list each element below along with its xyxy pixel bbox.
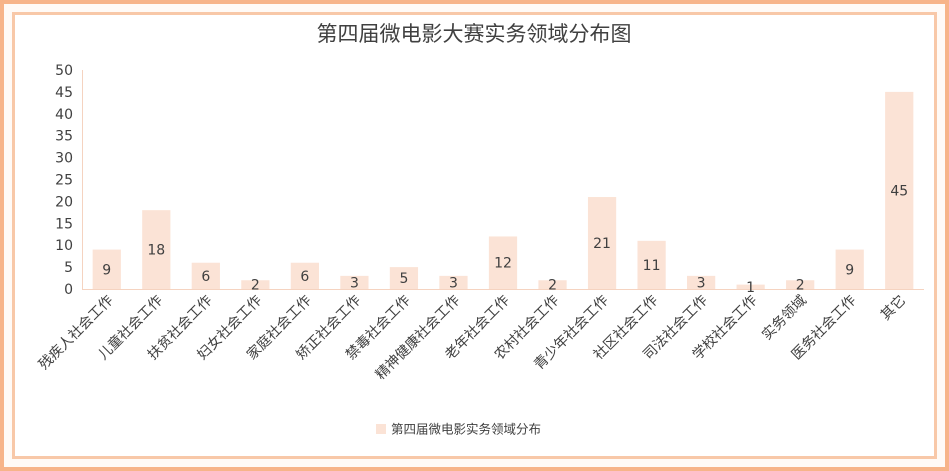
data-label: 45 [890, 183, 908, 199]
data-label: 6 [201, 269, 210, 285]
bar [786, 280, 815, 289]
x-axis-labels: 残疾人社会工作儿童社会工作扶贫社会工作妇女社会工作家庭社会工作矫正社会工作禁毒社… [36, 292, 909, 383]
data-label: 1 [746, 280, 755, 296]
bar [835, 249, 864, 289]
bar [538, 280, 567, 289]
x-tick-label: 实务领域 [759, 293, 810, 344]
y-tick-label: 50 [55, 63, 73, 79]
data-label: 9 [102, 262, 111, 278]
data-label: 5 [399, 271, 408, 287]
data-label: 3 [350, 275, 359, 291]
bar [885, 91, 914, 290]
legend-swatch [376, 424, 386, 434]
data-label: 6 [300, 269, 309, 285]
data-label: 9 [845, 262, 854, 278]
bar [92, 249, 121, 289]
data-label: 11 [643, 258, 661, 274]
bar [736, 284, 765, 289]
y-tick-label: 45 [55, 85, 73, 101]
data-label: 12 [494, 256, 512, 272]
legend-label: 第四届微电影实务领域分布 [391, 422, 541, 437]
y-tick-label: 35 [55, 129, 73, 145]
data-label: 18 [147, 243, 165, 259]
chart-title: 第四届微电影大赛实务领域分布图 [317, 22, 632, 46]
bar [389, 267, 419, 289]
data-label: 3 [697, 275, 706, 291]
data-label: 2 [796, 278, 805, 294]
y-tick-label: 40 [55, 107, 73, 123]
bar [439, 275, 468, 289]
y-tick-label: 5 [64, 260, 73, 276]
bar [340, 275, 369, 289]
data-label: 2 [548, 278, 557, 294]
bar [587, 197, 617, 289]
bar [290, 262, 319, 289]
data-label: 21 [593, 236, 611, 252]
data-label: 2 [251, 278, 260, 294]
bar [142, 210, 171, 289]
x-tick-label: 精神健康社会工作 [372, 292, 463, 383]
bar [488, 236, 518, 289]
bar [191, 262, 220, 289]
y-tick-label: 20 [55, 194, 73, 210]
bar [241, 280, 270, 289]
x-tick-label: 其它 [877, 292, 909, 324]
y-tick-label: 30 [55, 151, 73, 167]
bar [637, 240, 666, 289]
y-tick-label: 10 [55, 238, 73, 254]
legend: 第四届微电影实务领域分布 [376, 422, 541, 437]
y-tick-label: 25 [55, 173, 73, 189]
bar [687, 275, 716, 289]
y-tick-label: 0 [64, 282, 73, 298]
data-label: 3 [449, 275, 458, 291]
y-tick-label: 15 [55, 216, 73, 232]
